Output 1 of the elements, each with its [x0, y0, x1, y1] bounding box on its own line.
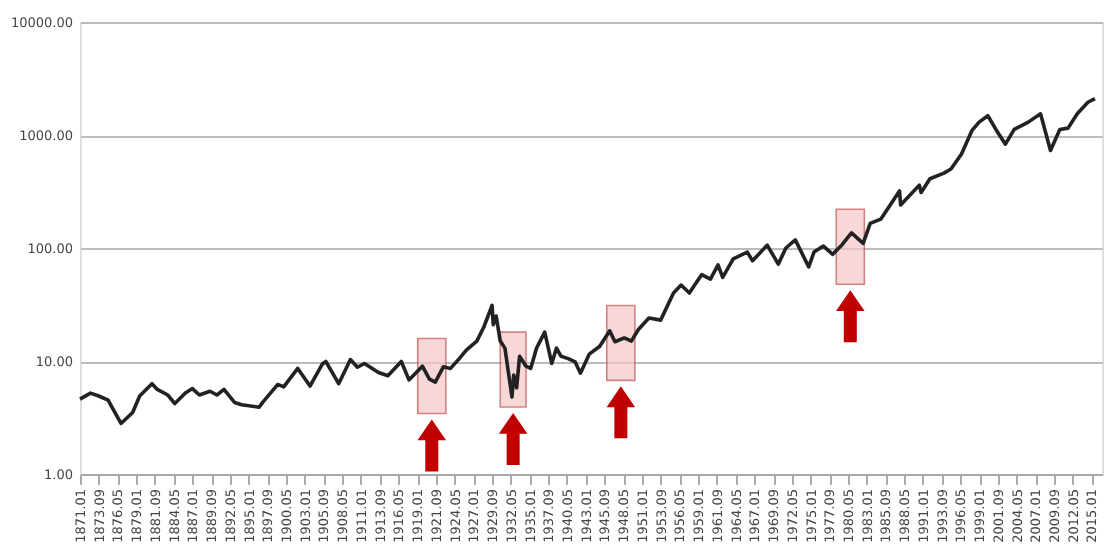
line-series: [78, 96, 1097, 426]
